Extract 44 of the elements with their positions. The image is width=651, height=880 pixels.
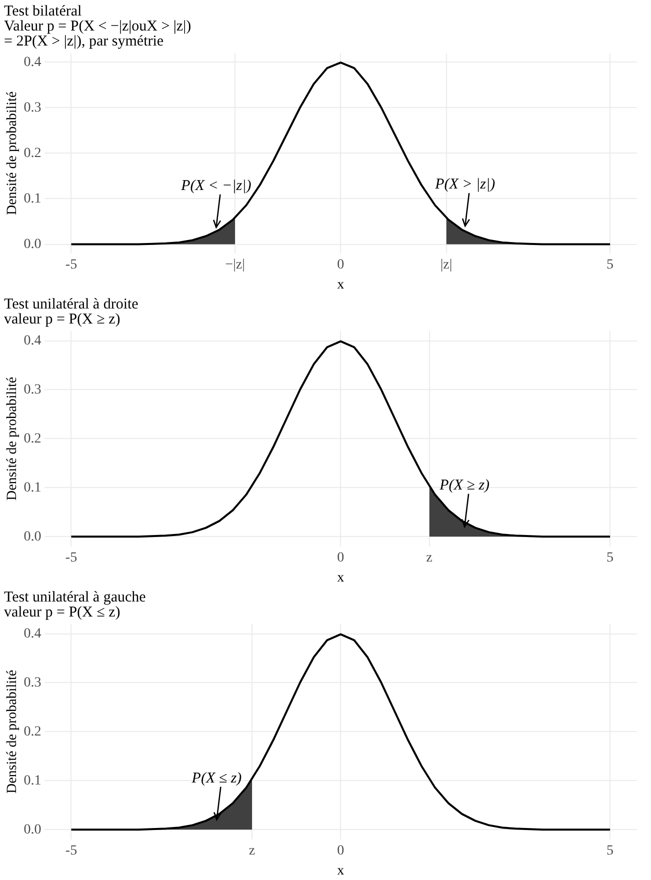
y-tick-label: 0.1 xyxy=(24,480,42,496)
x-tick-label: z xyxy=(248,843,256,858)
y-tick-label: 0.0 xyxy=(24,236,42,252)
annotation: P(X ≥ z) xyxy=(438,477,490,494)
y-axis-title: Densité de probabilité xyxy=(5,91,20,216)
x-tick-label: 5 xyxy=(606,550,614,566)
y-axis-title: Densité de probabilité xyxy=(5,376,20,501)
y-tick-label: 0.2 xyxy=(24,431,42,446)
x-tick-label: |z| xyxy=(440,257,452,272)
y-tick-label: 0.4 xyxy=(24,333,42,348)
y-tick-label: 0.3 xyxy=(24,382,42,398)
y-tick-label: 0.1 xyxy=(24,773,42,788)
chart-subtitle: valeur p = P(X ≥ z) xyxy=(4,311,120,328)
x-tick-label: 0 xyxy=(337,550,344,566)
chart-subtitle: valeur p = P(X ≤ z) xyxy=(4,604,120,620)
x-tick-label: 0 xyxy=(337,257,344,272)
y-tick-label: 0.4 xyxy=(24,54,42,70)
annotation: P(X ≤ z) xyxy=(190,770,242,786)
y-tick-label: 0.0 xyxy=(24,822,42,838)
y-tick-label: 0.1 xyxy=(24,191,42,206)
x-axis-title: x xyxy=(337,570,344,586)
annotation: P(X < −|z|) xyxy=(180,178,252,194)
x-tick-label: −|z| xyxy=(225,257,245,272)
x-tick-label: 0 xyxy=(337,843,344,858)
x-tick-label: 5 xyxy=(606,257,614,272)
y-tick-label: 0.2 xyxy=(24,146,42,161)
chart-title: Test bilatéral xyxy=(4,3,82,20)
x-tick-label: -5 xyxy=(65,843,78,858)
chart-subtitle: Valeur p = P(X < −|z|ouX > |z|) = 2P(X > |z|), par symétrie xyxy=(4,18,192,50)
x-tick-label: 5 xyxy=(606,843,614,858)
x-axis-title: x xyxy=(337,277,344,292)
x-axis-title: x xyxy=(337,863,344,878)
y-tick-label: 0.3 xyxy=(24,100,42,116)
annotation: P(X > |z|) xyxy=(434,176,496,193)
chart-title: Test unilatéral à gauche xyxy=(4,589,146,606)
y-tick-label: 0.0 xyxy=(24,529,42,544)
y-axis-title: Densité de probabilité xyxy=(5,670,20,794)
y-tick-label: 0.2 xyxy=(24,724,42,740)
y-tick-label: 0.3 xyxy=(24,675,42,690)
y-tick-label: 0.4 xyxy=(24,626,42,642)
x-tick-label: -5 xyxy=(65,550,78,566)
x-tick-label: -5 xyxy=(65,257,78,272)
x-tick-label: z xyxy=(426,550,432,566)
chart-title: Test unilatéral à droite xyxy=(4,296,139,312)
